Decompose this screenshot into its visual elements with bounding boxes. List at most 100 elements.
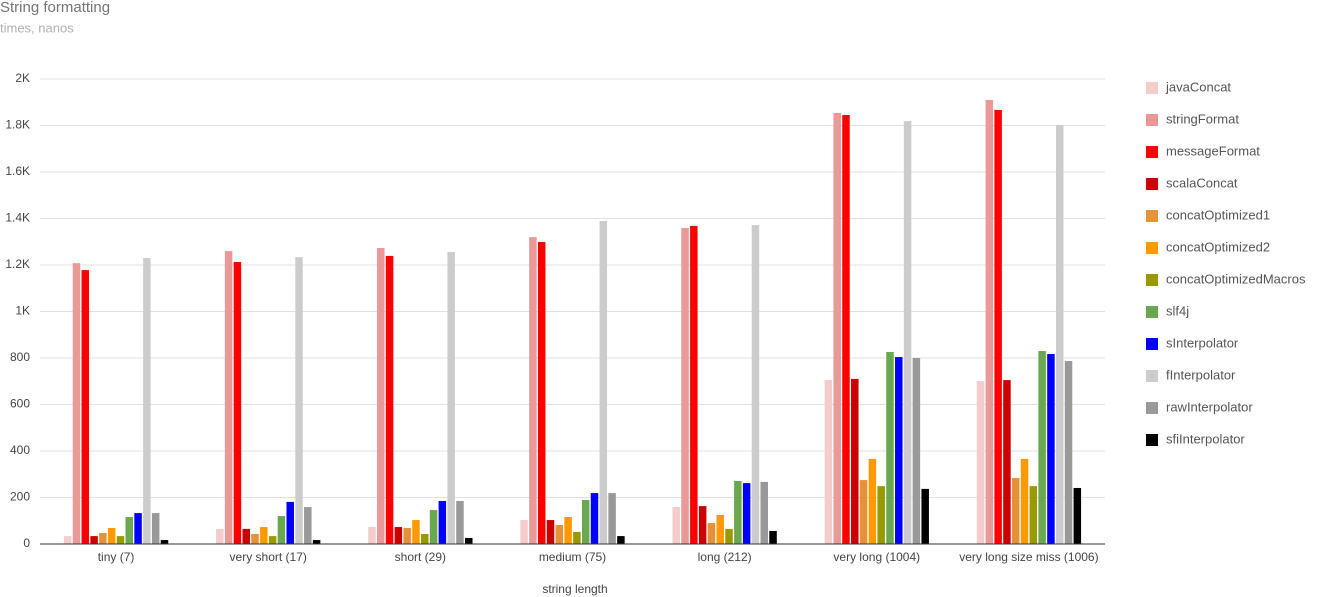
bar <box>546 520 555 544</box>
legend-swatch <box>1146 178 1158 190</box>
bar <box>368 527 376 544</box>
bar <box>617 536 625 544</box>
bar <box>520 520 528 544</box>
bar <box>716 514 724 544</box>
legend-swatch <box>1146 306 1158 318</box>
bar <box>251 534 259 544</box>
bar <box>573 531 581 544</box>
legend-swatch <box>1146 114 1158 126</box>
bar <box>377 248 385 544</box>
bar <box>268 536 277 544</box>
bar <box>412 520 420 544</box>
bar <box>742 483 751 544</box>
legend-label: slf4j <box>1166 303 1189 318</box>
bar <box>312 540 321 544</box>
x-tick-label: very short (17) <box>230 550 307 564</box>
bar <box>277 516 286 544</box>
bar <box>394 527 403 544</box>
bar <box>1073 487 1082 544</box>
bar <box>976 381 985 544</box>
bar <box>81 270 90 544</box>
bar <box>134 513 142 544</box>
bar <box>456 500 464 544</box>
bar <box>903 121 912 545</box>
bar <box>851 378 859 544</box>
bar <box>985 99 994 545</box>
bar <box>608 493 616 544</box>
legend-label: fInterpolator <box>1166 367 1236 382</box>
y-tick-label: 0 <box>23 536 30 550</box>
legend-label: concatOptimizedMacros <box>1166 271 1306 286</box>
y-tick-label: 1.6K <box>5 164 30 178</box>
bar <box>1038 351 1046 544</box>
bar <box>90 536 98 544</box>
bar <box>868 458 877 544</box>
bar <box>1064 361 1073 544</box>
bar <box>725 528 733 544</box>
bar <box>438 500 447 544</box>
bar <box>760 481 768 544</box>
bar <box>672 507 680 544</box>
y-tick-label: 200 <box>10 490 30 504</box>
bar <box>224 251 233 545</box>
y-tick-label: 1K <box>15 304 30 318</box>
legend-swatch <box>1146 274 1158 286</box>
x-tick-label: short (29) <box>395 550 446 564</box>
bar <box>599 221 608 544</box>
bar <box>681 228 689 544</box>
legend-label: messageFormat <box>1166 143 1260 158</box>
bar <box>895 357 903 544</box>
bar <box>233 261 242 544</box>
bar <box>698 506 707 544</box>
bar <box>555 524 564 544</box>
bar <box>1029 486 1038 544</box>
bar <box>1020 458 1029 544</box>
bar <box>833 112 841 544</box>
legend-swatch <box>1146 146 1158 158</box>
legend-swatch <box>1146 338 1158 350</box>
x-tick-label: very long size miss (1006) <box>959 550 1098 564</box>
bar <box>260 527 268 544</box>
x-tick-label: medium (75) <box>539 550 606 564</box>
bar <box>304 507 312 544</box>
chart-title: String formatting <box>0 0 110 16</box>
legend-swatch <box>1146 210 1158 222</box>
y-tick-label: 1.4K <box>5 211 30 225</box>
bar <box>1047 354 1055 544</box>
bar <box>707 523 716 544</box>
legend-label: javaConcat <box>1165 79 1231 94</box>
legend-swatch <box>1146 370 1158 382</box>
bar <box>842 115 850 544</box>
bar <box>286 501 294 544</box>
legend-swatch <box>1146 242 1158 254</box>
bar <box>877 486 885 544</box>
legend-label: stringFormat <box>1166 111 1239 126</box>
legend-swatch <box>1146 82 1158 94</box>
bar <box>859 480 868 544</box>
legend-label: concatOptimized1 <box>1166 207 1270 222</box>
bar <box>295 257 303 544</box>
legend-label: scalaConcat <box>1166 175 1238 190</box>
legend-swatch <box>1146 402 1158 414</box>
legend-label: concatOptimized2 <box>1166 239 1270 254</box>
bar <box>769 530 777 544</box>
bar <box>160 540 169 544</box>
bar <box>1003 380 1011 544</box>
bar <box>529 237 537 544</box>
bar <box>751 225 760 544</box>
bar <box>734 480 742 544</box>
bar <box>216 528 224 544</box>
bar <box>1011 477 1020 544</box>
bar <box>824 380 833 544</box>
bar <box>590 493 599 544</box>
y-tick-label: 400 <box>10 443 30 457</box>
legend-swatch <box>1146 434 1158 446</box>
y-tick-label: 2K <box>15 71 30 85</box>
bar <box>912 358 921 544</box>
bar <box>242 528 250 544</box>
y-tick-label: 1.2K <box>5 257 30 271</box>
bar <box>581 500 590 544</box>
y-tick-label: 600 <box>10 397 30 411</box>
bar <box>99 533 107 544</box>
